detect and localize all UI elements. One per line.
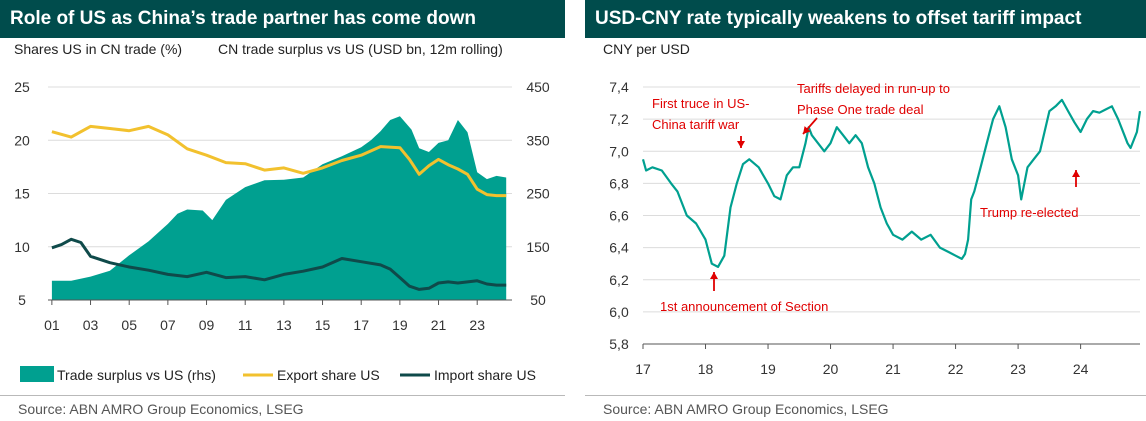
left-chart: Shares US in CN trade (%) CN trade surplu… bbox=[14, 41, 550, 383]
export-share-line bbox=[51, 124, 507, 198]
annotation-tariffs-delayed-text: Phase One trade deal bbox=[797, 102, 924, 117]
annotation-arrowhead bbox=[1072, 170, 1080, 177]
y-tick-label: 6,4 bbox=[609, 240, 629, 256]
x-tick-label: 05 bbox=[121, 317, 137, 333]
annotation-first-truce-text: First truce in US- bbox=[652, 96, 750, 111]
usd-cny-line bbox=[641, 98, 1142, 268]
left-y-axis-label: Shares US in CN trade (%) bbox=[14, 41, 182, 57]
x-tick-label: 09 bbox=[199, 317, 215, 333]
right-chart-panel: USD-CNY rate typically weakens to offset… bbox=[585, 0, 1146, 421]
right-y-axis-label: CN trade surplus vs US (USD bn, 12m roll… bbox=[218, 41, 503, 57]
x-tick-label: 13 bbox=[276, 317, 292, 333]
x-tick-label: 18 bbox=[698, 361, 714, 377]
left-source-note: Source: ABN AMRO Group Economics, LSEG bbox=[18, 401, 304, 417]
y2-tick-label: 50 bbox=[530, 292, 546, 308]
y2-tick-label: 150 bbox=[526, 239, 550, 255]
y-tick-label: 5,8 bbox=[609, 336, 629, 352]
annotation-tariffs-delayed-text: Tariffs delayed in run-up to bbox=[797, 81, 950, 96]
y-tick-label: 6,0 bbox=[609, 304, 629, 320]
right-chart: CNY per USD 5,8 6,0 6,2 6,4 6,6 6,8 7,0 7,2 7,4 17… bbox=[603, 41, 1142, 377]
x-tick-label: 22 bbox=[948, 361, 964, 377]
x-tick-label: 11 bbox=[238, 317, 253, 333]
x-tick-label: 07 bbox=[160, 317, 176, 333]
x-tick-label: 24 bbox=[1073, 361, 1089, 377]
annotation-trump-re-elected-text: Trump re-elected bbox=[980, 205, 1079, 220]
annotation-arrowhead bbox=[737, 141, 745, 148]
right-source-note: Source: ABN AMRO Group Economics, LSEG bbox=[603, 401, 889, 417]
y-tick-label: 5 bbox=[18, 292, 26, 308]
left-source-divider bbox=[0, 395, 565, 396]
legend-label: Import share US bbox=[434, 367, 536, 383]
annotation-arrowhead bbox=[803, 126, 811, 134]
x-tick-label: 03 bbox=[83, 317, 99, 333]
y-tick-label: 7,0 bbox=[609, 143, 629, 159]
legend-area-swatch bbox=[20, 366, 54, 382]
import-share-line bbox=[51, 237, 507, 291]
left-chart-panel: Role of US as China’s trade partner has … bbox=[0, 0, 565, 421]
x-tick-label: 15 bbox=[315, 317, 331, 333]
annotation-arrowhead bbox=[710, 272, 718, 279]
y-tick-label: 6,6 bbox=[609, 208, 629, 224]
x-tick-label: 17 bbox=[353, 317, 369, 333]
x-tick-label: 19 bbox=[392, 317, 408, 333]
x-tick-label: 19 bbox=[760, 361, 776, 377]
x-tick-label: 23 bbox=[469, 317, 485, 333]
y-tick-label: 6,8 bbox=[609, 175, 629, 191]
right-source-divider bbox=[585, 395, 1146, 396]
x-tick-label: 23 bbox=[1010, 361, 1026, 377]
y-tick-label: 7,2 bbox=[609, 111, 629, 127]
y-axis-label: CNY per USD bbox=[603, 41, 690, 57]
y2-tick-label: 350 bbox=[526, 132, 550, 148]
x-tick-label: 20 bbox=[823, 361, 839, 377]
x-tick-label: 17 bbox=[635, 361, 651, 377]
x-tick-label: 21 bbox=[885, 361, 901, 377]
y2-tick-label: 250 bbox=[526, 186, 550, 202]
annotation-section-301-text: 1st announcement of Section bbox=[660, 299, 828, 314]
y-tick-label: 15 bbox=[14, 186, 30, 202]
legend-label: Trade surplus vs US (rhs) bbox=[57, 367, 216, 383]
x-tick-label: 01 bbox=[44, 317, 60, 333]
trade-surplus-area bbox=[51, 116, 507, 300]
x-tick-label: 21 bbox=[431, 317, 447, 333]
y-tick-label: 6,2 bbox=[609, 272, 629, 288]
y-tick-label: 25 bbox=[14, 79, 30, 95]
legend-label: Export share US bbox=[277, 367, 380, 383]
left-chart-title: Role of US as China’s trade partner has … bbox=[0, 0, 565, 38]
annotation-first-truce-text: China tariff war bbox=[652, 117, 740, 132]
y2-tick-label: 450 bbox=[526, 79, 550, 95]
y-tick-label: 7,4 bbox=[609, 79, 629, 95]
y-tick-label: 20 bbox=[14, 132, 30, 148]
right-chart-title: USD-CNY rate typically weakens to offset… bbox=[585, 0, 1146, 38]
y-tick-label: 10 bbox=[14, 239, 30, 255]
